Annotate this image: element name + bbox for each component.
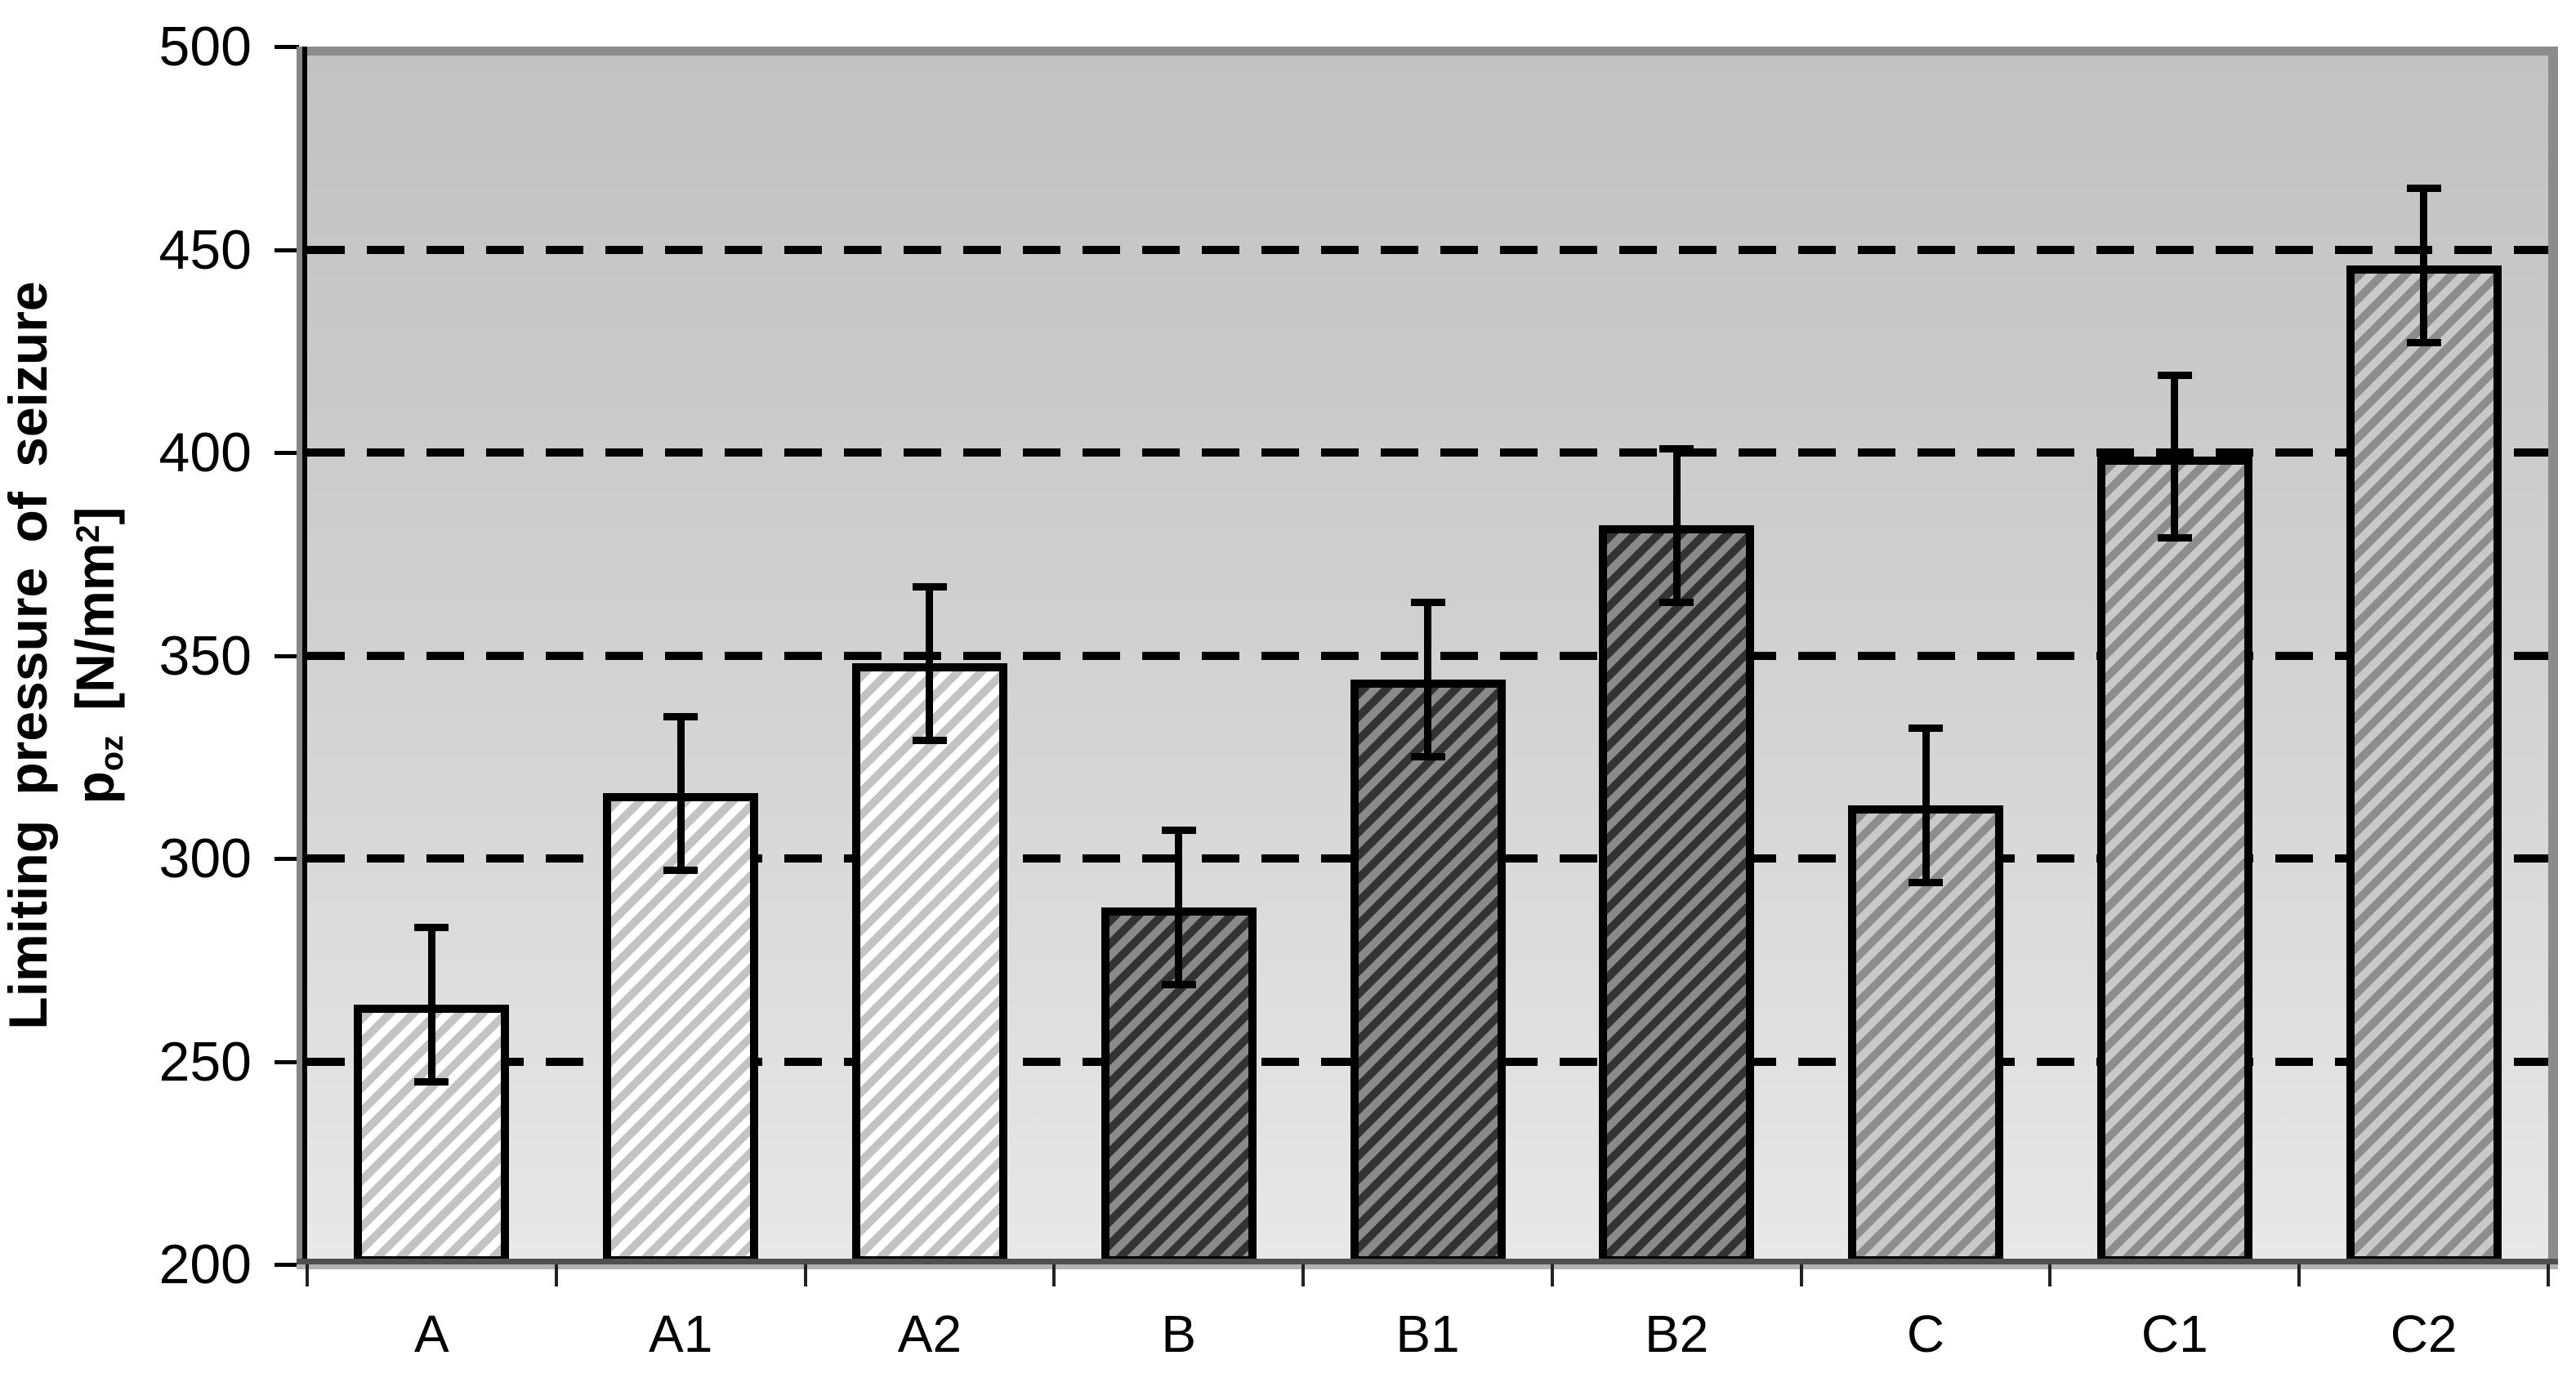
plot-border-top (297, 47, 2558, 56)
x-tick-mark-4 (1301, 1264, 1306, 1286)
error-bar-B2 (1672, 448, 1681, 603)
x-category-label-A2: A2 (897, 1304, 962, 1363)
x-tick-mark-6 (1799, 1264, 1803, 1286)
y-tick-mark-450 (275, 247, 299, 252)
error-cap-top-A2 (912, 582, 947, 591)
y-tick-mark-400 (275, 451, 299, 455)
error-bar-A1 (676, 716, 685, 871)
error-cap-top-B (1161, 826, 1196, 834)
y-tick-label-350: 350 (158, 624, 252, 687)
error-cap-bottom-A (414, 1077, 449, 1086)
error-cap-bottom-C (1909, 879, 1944, 887)
x-category-label-B1: B1 (1395, 1304, 1460, 1363)
x-axis-shadow (297, 1264, 2558, 1269)
error-bar-C2 (2420, 188, 2428, 343)
error-cap-top-C2 (2406, 185, 2441, 193)
error-cap-bottom-A2 (912, 737, 947, 745)
y-tick-label-300: 300 (158, 827, 252, 889)
y-tick-label-250: 250 (158, 1030, 252, 1093)
error-cap-bottom-A1 (663, 867, 699, 875)
error-cap-bottom-B (1161, 980, 1196, 988)
bar-A2 (851, 663, 1007, 1264)
x-category-label-C: C (1906, 1304, 1945, 1363)
error-bar-B (1175, 830, 1183, 985)
y-axis-title-superscript: 2 (69, 524, 106, 543)
x-category-label-C1: C1 (2141, 1304, 2208, 1363)
x-tick-mark-8 (2297, 1264, 2301, 1286)
x-category-label-A: A (414, 1304, 449, 1363)
error-cap-top-A (414, 923, 449, 931)
plot-area (297, 47, 2558, 1264)
error-cap-bottom-C1 (2157, 533, 2192, 542)
error-bar-C1 (2171, 375, 2179, 538)
x-tick-mark-1 (554, 1264, 558, 1286)
y-tick-mark-500 (275, 45, 299, 49)
bar-C1 (2096, 456, 2252, 1264)
bar-B1 (1350, 680, 1506, 1264)
x-tick-mark-9 (2547, 1264, 2550, 1286)
y-tick-label-400: 400 (158, 421, 252, 484)
x-tick-mark-7 (2048, 1264, 2052, 1286)
y-tick-label-500: 500 (158, 16, 252, 78)
x-category-label-B2: B2 (1645, 1304, 1709, 1363)
gridline-450 (307, 245, 2548, 254)
bar-C2 (2346, 265, 2502, 1264)
x-category-label-B: B (1161, 1304, 1197, 1363)
error-bar-A (427, 927, 435, 1082)
y-tick-label-200: 200 (158, 1233, 252, 1295)
x-tick-mark-5 (1550, 1264, 1554, 1286)
y-tick-mark-300 (275, 857, 299, 861)
plot-border-right (2548, 47, 2558, 1264)
error-cap-top-A1 (663, 712, 699, 720)
bar-B2 (1599, 525, 1755, 1264)
error-cap-top-C (1909, 724, 1944, 733)
x-tick-mark-2 (803, 1264, 807, 1286)
y-axis-title-subscript: oz (93, 735, 130, 772)
y-tick-mark-350 (275, 653, 299, 658)
y-tick-label-450: 450 (158, 218, 252, 281)
x-axis-line (297, 1259, 2558, 1264)
error-cap-bottom-C2 (2406, 339, 2441, 347)
error-cap-top-C1 (2157, 372, 2192, 380)
error-cap-top-B2 (1659, 444, 1694, 453)
plot-border-left (297, 47, 302, 1264)
y-tick-mark-250 (275, 1059, 299, 1064)
error-cap-bottom-B1 (1410, 753, 1445, 761)
y-tick-mark-200 (275, 1263, 299, 1267)
bar-A1 (603, 793, 759, 1264)
y-axis-line (302, 47, 307, 1264)
x-category-label-A1: A1 (649, 1304, 713, 1363)
x-category-label-C2: C2 (2390, 1304, 2458, 1363)
error-bar-B1 (1424, 602, 1431, 757)
x-tick-mark-0 (306, 1264, 309, 1286)
error-bar-A2 (926, 586, 934, 741)
error-cap-bottom-B2 (1659, 599, 1694, 607)
error-bar-C (1922, 728, 1930, 883)
x-tick-mark-3 (1052, 1264, 1056, 1286)
gridline-400 (307, 448, 2548, 457)
error-cap-top-B1 (1410, 599, 1445, 607)
